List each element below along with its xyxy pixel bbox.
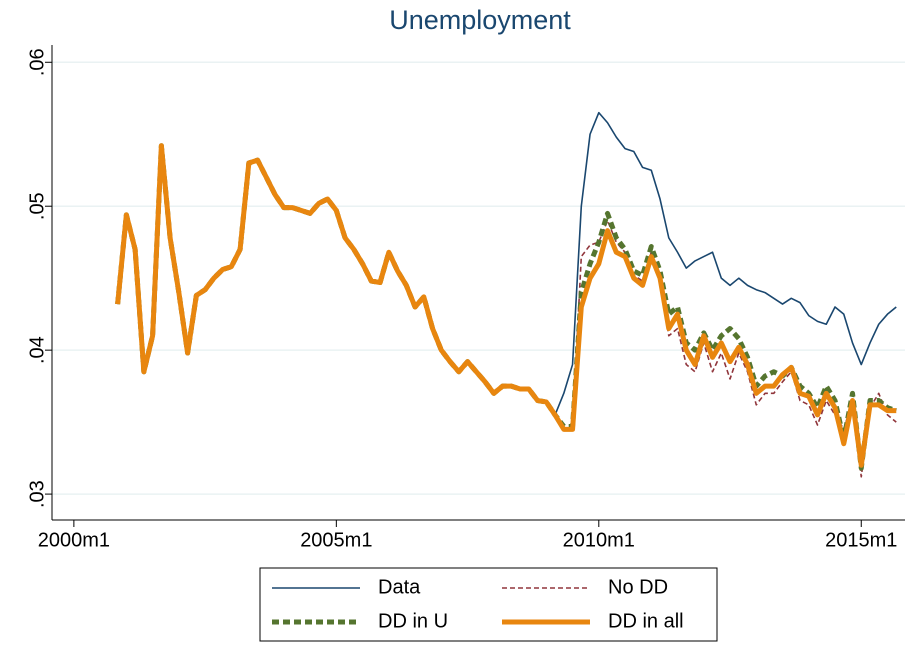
- legend-label: No DD: [608, 576, 668, 598]
- y-tick-label: .06: [26, 48, 48, 76]
- legend-label: DD in U: [378, 610, 448, 632]
- x-tick-label: 2005m1: [300, 529, 372, 551]
- y-tick-label: .03: [26, 480, 48, 508]
- legend-label: DD in all: [608, 610, 684, 632]
- y-tick-label: .04: [26, 336, 48, 364]
- y-tick-label: .05: [26, 192, 48, 220]
- legend-box: [259, 567, 718, 642]
- series-line: [116, 144, 897, 478]
- series-line: [115, 143, 898, 471]
- x-tick-label: 2015m1: [825, 529, 897, 551]
- x-tick-label: 2010m1: [563, 529, 635, 551]
- chart-title: Unemployment: [389, 5, 571, 35]
- x-tick-label: 2000m1: [38, 529, 110, 551]
- series-line: [115, 143, 897, 468]
- legend-label: Data: [378, 576, 421, 598]
